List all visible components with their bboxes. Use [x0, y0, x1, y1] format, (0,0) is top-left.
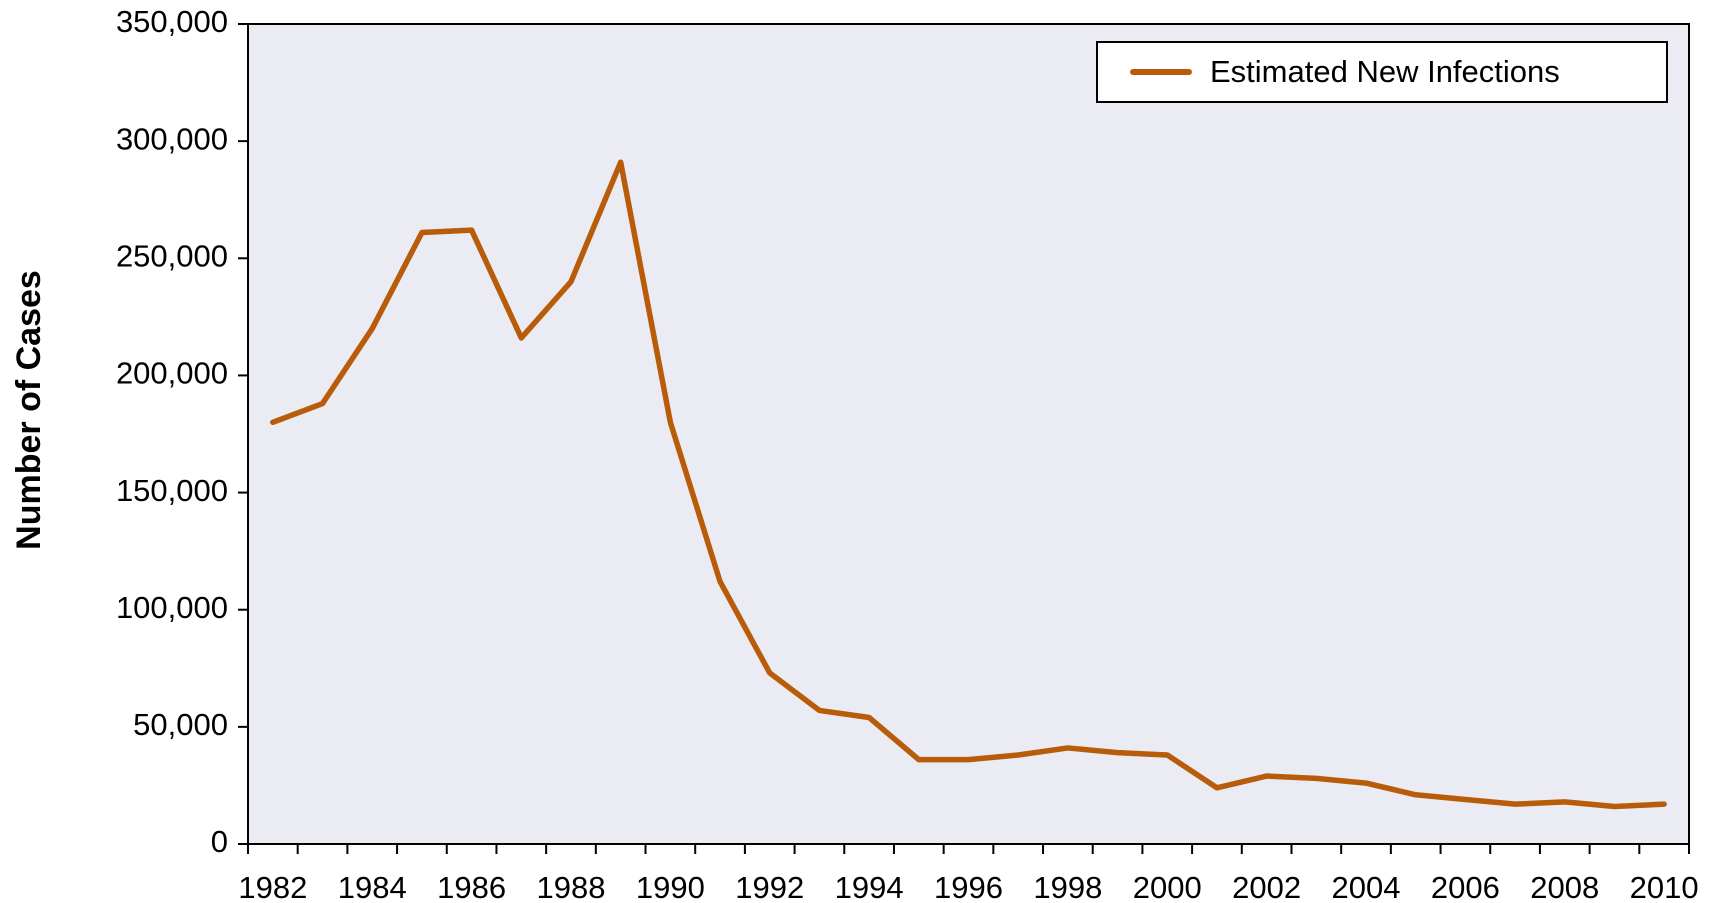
- y-tick-label: 50,000: [133, 707, 228, 742]
- y-tick-label: 150,000: [116, 473, 228, 508]
- y-tick-label: 350,000: [116, 4, 228, 39]
- x-tick-label: 1996: [934, 870, 1003, 903]
- x-tick-label: 1988: [536, 870, 605, 903]
- y-tick-label: 250,000: [116, 238, 228, 273]
- plot-area: [247, 23, 1690, 845]
- x-tick-label: 1986: [437, 870, 506, 903]
- x-tick-label: 1994: [835, 870, 904, 903]
- data-line: [270, 159, 1667, 810]
- y-tick-label: 300,000: [116, 121, 228, 156]
- x-tick-label: 1984: [338, 870, 407, 903]
- x-tick-label: 2004: [1332, 870, 1401, 903]
- x-tick-label: 2010: [1630, 870, 1699, 903]
- x-tick-label: 1992: [735, 870, 804, 903]
- x-tick-label: 1998: [1033, 870, 1102, 903]
- x-tick-label: 1982: [238, 870, 307, 903]
- y-axis-label: Number of Cases: [10, 270, 48, 550]
- legend-label: Estimated New Infections: [1210, 54, 1560, 89]
- x-tick-label: 1990: [636, 870, 705, 903]
- x-tick-label: 2008: [1530, 870, 1599, 903]
- y-tick-label: 200,000: [116, 356, 228, 391]
- x-tick-label: 2000: [1133, 870, 1202, 903]
- y-tick-label: 100,000: [116, 590, 228, 625]
- y-tick-label: 0: [211, 824, 228, 859]
- x-tick-label: 2006: [1431, 870, 1500, 903]
- x-tick-label: 2002: [1232, 870, 1301, 903]
